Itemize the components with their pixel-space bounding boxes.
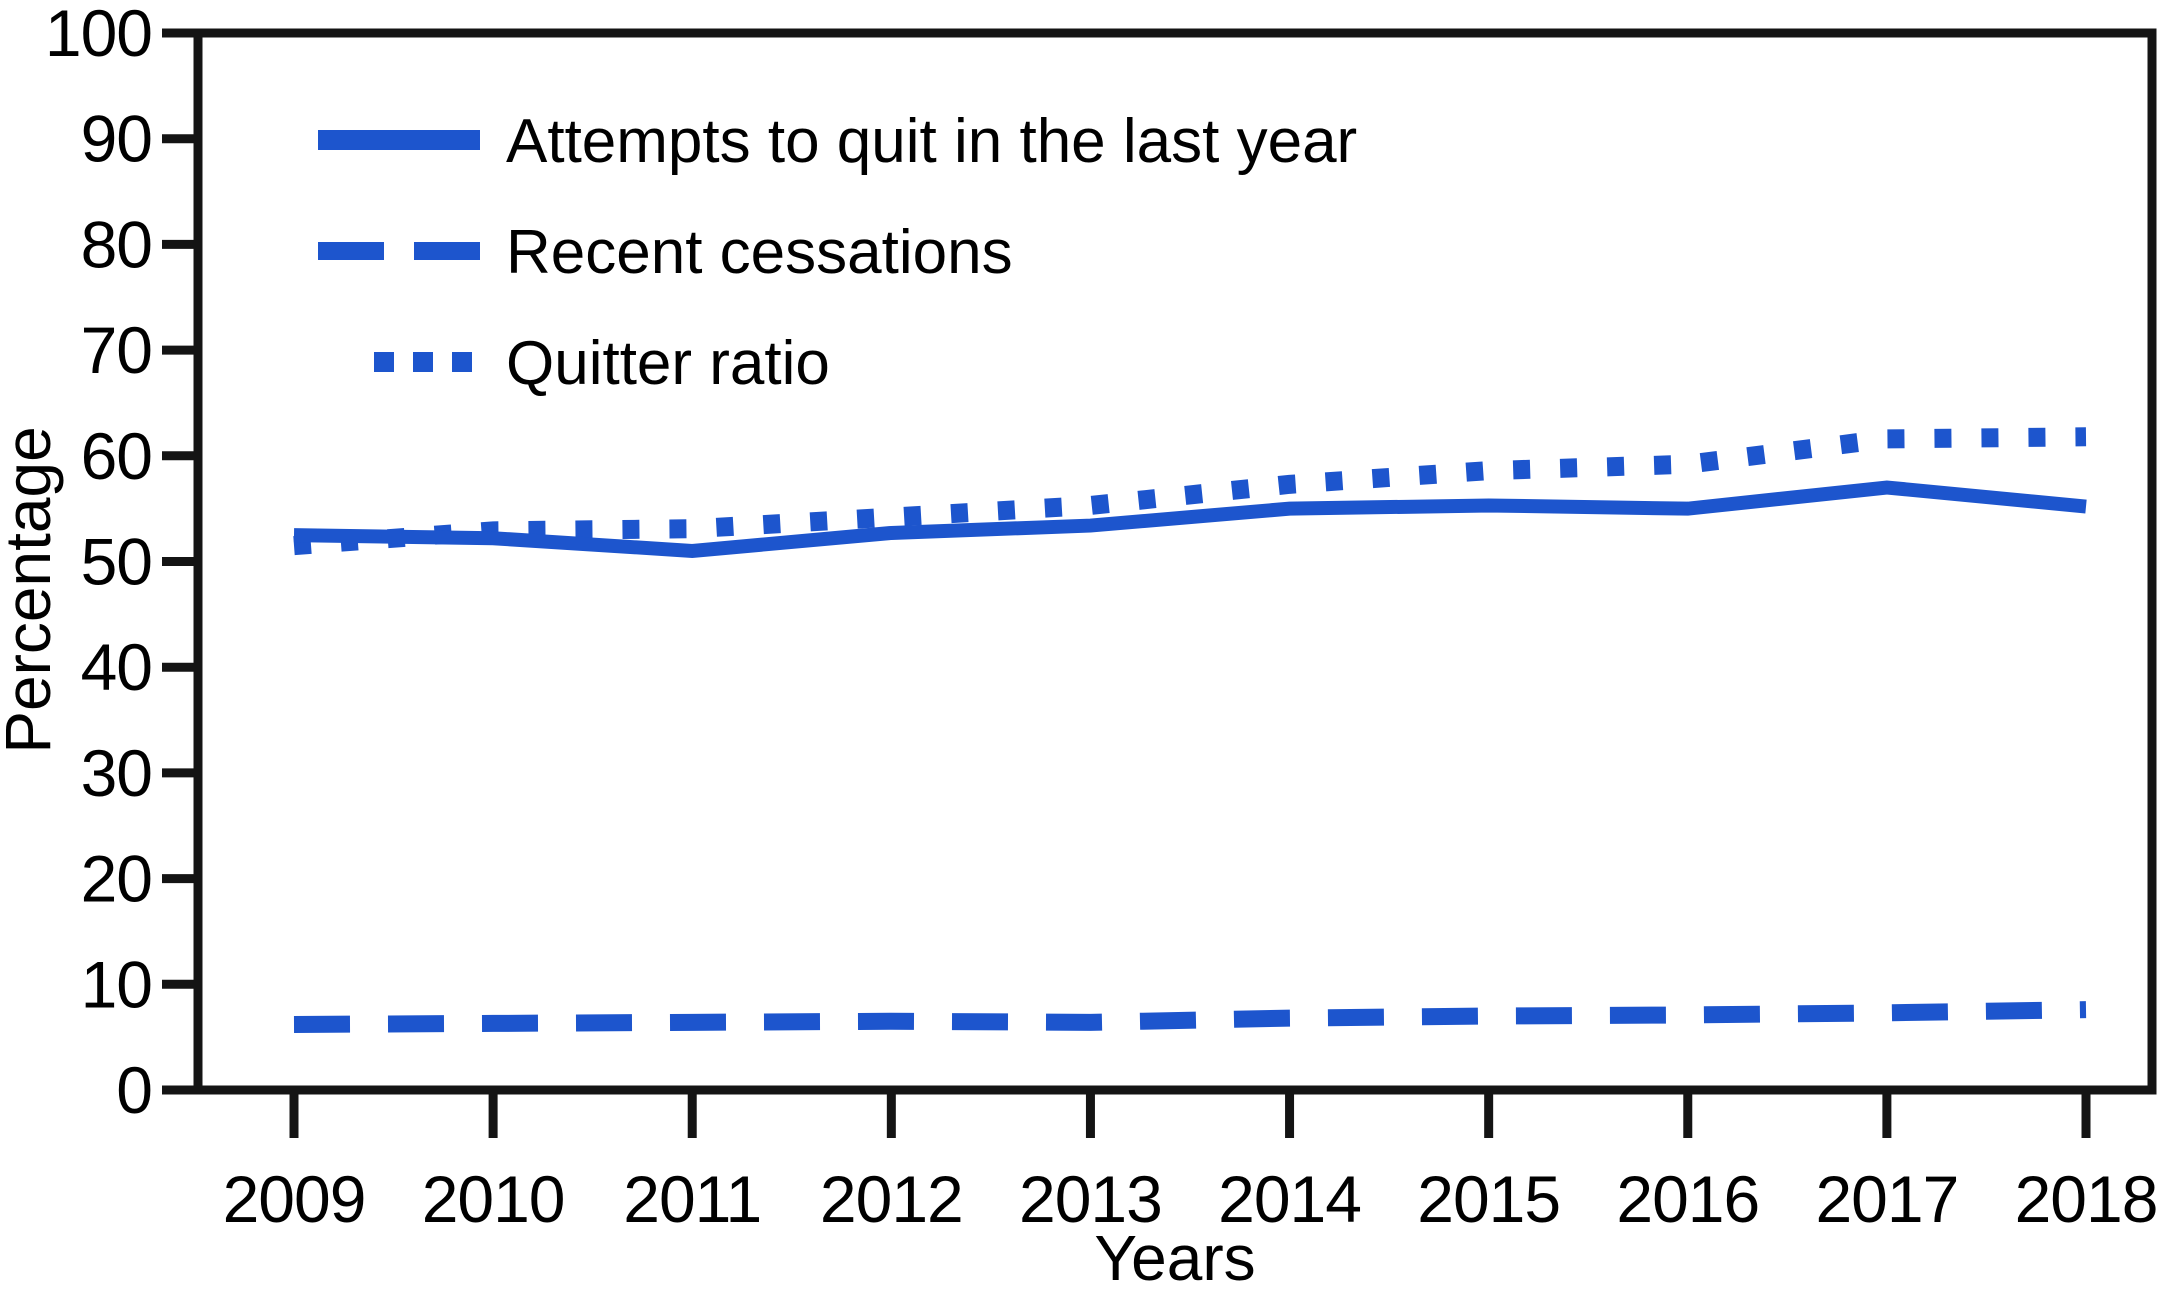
plot-area: 0 10 20 30 40 50 60 70 80 90 100 2009 2010 2011 2012 20… (45, 0, 2159, 1236)
x-axis-tick-label: 2015 (1417, 1162, 1560, 1236)
y-axis-tick-label: 0 (116, 1053, 152, 1127)
y-axis-tick-label: 10 (81, 947, 152, 1021)
x-axis-tick-label: 2016 (1616, 1162, 1759, 1236)
y-axis-tick-label: 70 (81, 313, 152, 387)
legend-item-quitter-ratio: Quitter ratio (374, 329, 830, 398)
y-axis-tick-label: 20 (81, 842, 152, 916)
y-axis-tick-label: 60 (81, 419, 152, 493)
series-line-dotted (293, 427, 2087, 556)
x-axis-tick-label: 2011 (623, 1162, 761, 1236)
legend: Attempts to quit in the last year Recent… (318, 107, 1357, 398)
x-axis-tick-label: 2010 (422, 1162, 565, 1236)
x-axis-tick-label: 2014 (1218, 1162, 1361, 1236)
x-axis-tick-label: 2017 (1815, 1162, 1958, 1236)
legend-label-cessations: Recent cessations (506, 218, 1013, 287)
legend-item-cessations: Recent cessations (318, 218, 1013, 287)
y-axis-title: Percentage (0, 426, 64, 753)
x-axis-title: Years (1094, 1222, 1255, 1294)
series-line-dashed (293, 1001, 2087, 1033)
y-axis-tick-label: 80 (81, 207, 152, 281)
legend-label-quitter-ratio: Quitter ratio (506, 329, 830, 398)
plot-border (193, 28, 2157, 1095)
x-axis-tick-label: 2013 (1019, 1162, 1162, 1236)
legend-item-attempts: Attempts to quit in the last year (318, 107, 1357, 176)
series-line-solid (293, 480, 2087, 558)
legend-label-attempts: Attempts to quit in the last year (506, 107, 1357, 176)
x-axis-tick-label: 2018 (2015, 1162, 2158, 1236)
y-axis-tick-label: 30 (81, 736, 152, 810)
y-axis-tick-label: 90 (81, 102, 152, 176)
y-axis-tick-label: 50 (81, 525, 152, 599)
x-axis-tick-label: 2012 (820, 1162, 963, 1236)
y-axis-tick-label: 40 (81, 630, 152, 704)
x-axis-tick-label: 2009 (223, 1162, 366, 1236)
y-axis-tick-label: 100 (45, 0, 152, 70)
